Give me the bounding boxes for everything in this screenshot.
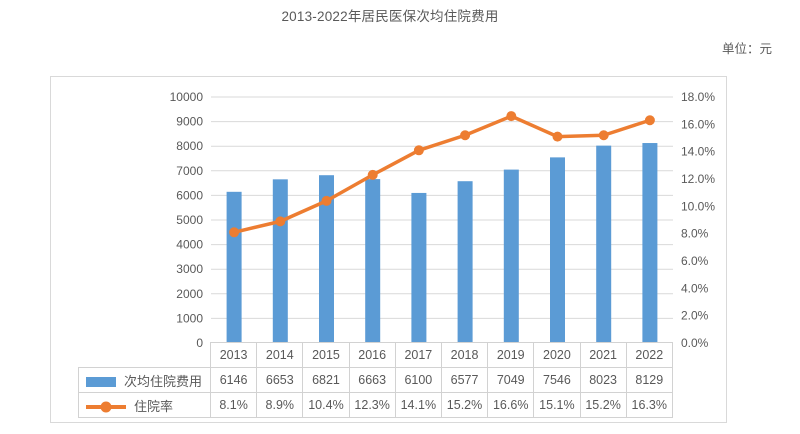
rate-cell: 10.4% xyxy=(302,392,350,418)
rate-cell: 14.1% xyxy=(394,392,442,418)
chart-title: 2013-2022年居民医保次均住院费用 xyxy=(281,9,499,24)
cost-cell: 8023 xyxy=(579,367,627,393)
rate-marker-2016 xyxy=(367,169,378,180)
right-axis-tick: 10.0% xyxy=(681,199,715,213)
bar-legend-swatch xyxy=(86,377,116,388)
data-table: 2013 2014 2015 2016 2017 2018 2019 2020 2021 2022… xyxy=(78,342,673,418)
year-cell: 2022 xyxy=(625,342,673,368)
chart-container: 0 1000 2000 3000 4000 5000 6000 7000 8000 9000 100… xyxy=(50,76,727,423)
bar-2022 xyxy=(642,143,658,343)
rate-cell: 15.2% xyxy=(440,392,489,418)
bar-2018 xyxy=(457,181,473,343)
rate-cell: 8.1% xyxy=(209,392,258,418)
cost-cell: 6100 xyxy=(394,367,442,393)
year-cell: 2016 xyxy=(348,342,396,368)
left-axis-tick: 6000 xyxy=(176,188,203,202)
rate-marker-2018 xyxy=(460,130,471,141)
bar-2015 xyxy=(319,175,334,343)
right-axis-tick: 18.0% xyxy=(681,90,715,104)
table-row-rate: 住院率 8.1% 8.9% 10.4% 12.3% 14.1% 15.2% 16.6% 15.1… xyxy=(78,392,673,418)
year-cell: 2020 xyxy=(533,342,581,368)
line-series-label: 住院率 xyxy=(134,398,174,414)
unit-label: 单位：元 xyxy=(721,42,772,56)
rate-marker-2020 xyxy=(552,131,563,142)
bar-2017 xyxy=(411,192,427,343)
year-cell: 2021 xyxy=(579,342,627,368)
left-axis-tick: 3000 xyxy=(176,262,203,276)
rate-cell: 16.3% xyxy=(625,392,673,418)
right-axis-tick: 8.0% xyxy=(681,227,709,241)
cost-cell: 7546 xyxy=(533,367,581,393)
rate-cell: 15.1% xyxy=(533,392,581,418)
year-cell: 2018 xyxy=(440,342,489,368)
right-axis-tick: 4.0% xyxy=(681,281,709,295)
line-legend-marker-icon xyxy=(100,401,112,413)
left-axis-tick: 8000 xyxy=(176,139,203,153)
rate-cell: 16.6% xyxy=(487,392,535,418)
cost-cell: 6577 xyxy=(440,367,489,393)
table-row-years: 2013 2014 2015 2016 2017 2018 2019 2020 2021 2022 xyxy=(79,342,673,368)
year-cell: 2019 xyxy=(487,342,535,368)
bar-2013 xyxy=(226,191,242,343)
right-axis-tick: 16.0% xyxy=(681,117,715,131)
rate-marker-2013 xyxy=(229,227,240,238)
bar-2020 xyxy=(550,157,565,343)
cost-cell: 6653 xyxy=(256,367,304,393)
rate-marker-2014 xyxy=(275,216,286,227)
year-cell: 2017 xyxy=(394,342,442,368)
cost-cell: 6146 xyxy=(209,367,258,393)
rate-line xyxy=(233,114,651,235)
bar-2021 xyxy=(596,145,612,343)
rate-cell: 12.3% xyxy=(348,392,396,418)
line-legend-swatch xyxy=(86,401,126,413)
cost-cell: 8129 xyxy=(625,367,673,393)
bar-2019 xyxy=(503,169,519,343)
cost-cell: 6663 xyxy=(348,367,396,393)
left-axis-tick: 2000 xyxy=(176,287,203,301)
rate-marker-2022 xyxy=(644,115,655,126)
left-axis-tick: 7000 xyxy=(176,164,203,178)
left-axis-tick: 1000 xyxy=(176,311,203,325)
rate-marker-2019 xyxy=(506,111,517,122)
bar-series-label: 次均住院费用 xyxy=(124,373,203,389)
right-axis-tick: 6.0% xyxy=(681,254,709,268)
rate-cell: 8.9% xyxy=(256,392,304,418)
left-axis-tick: 9000 xyxy=(176,115,203,129)
rate-cell: 15.2% xyxy=(579,392,627,418)
left-axis-tick: 5000 xyxy=(176,213,203,227)
right-axis-tick: 12.0% xyxy=(681,172,715,186)
year-cell: 2013 xyxy=(209,342,258,368)
bar-series-legend: 次均住院费用 xyxy=(78,367,211,393)
year-cell: 2015 xyxy=(302,342,350,368)
rate-marker-2015 xyxy=(321,195,332,206)
legend-spacer xyxy=(79,343,211,368)
line-series-legend: 住院率 xyxy=(78,392,211,418)
rate-marker-2021 xyxy=(598,130,609,141)
right-axis-tick: 0.0% xyxy=(681,336,709,350)
bar-2014 xyxy=(272,179,288,343)
table-row-cost: 次均住院费用 6146 6653 6821 6663 6100 6577 7049 7546 80… xyxy=(78,367,673,393)
cost-cell: 7049 xyxy=(487,367,535,393)
cost-cell: 6821 xyxy=(302,367,350,393)
left-axis-tick: 10000 xyxy=(170,90,204,104)
left-axis-tick: 0 xyxy=(196,336,203,350)
left-axis-tick: 4000 xyxy=(176,238,203,252)
bar-2016 xyxy=(365,179,381,343)
plot-area: 0 1000 2000 3000 4000 5000 6000 7000 8000 9000 100… xyxy=(170,90,716,350)
rate-marker-2017 xyxy=(413,145,424,156)
right-axis-tick: 2.0% xyxy=(681,309,709,323)
year-cell: 2014 xyxy=(256,342,304,368)
right-axis-tick: 14.0% xyxy=(681,145,715,159)
